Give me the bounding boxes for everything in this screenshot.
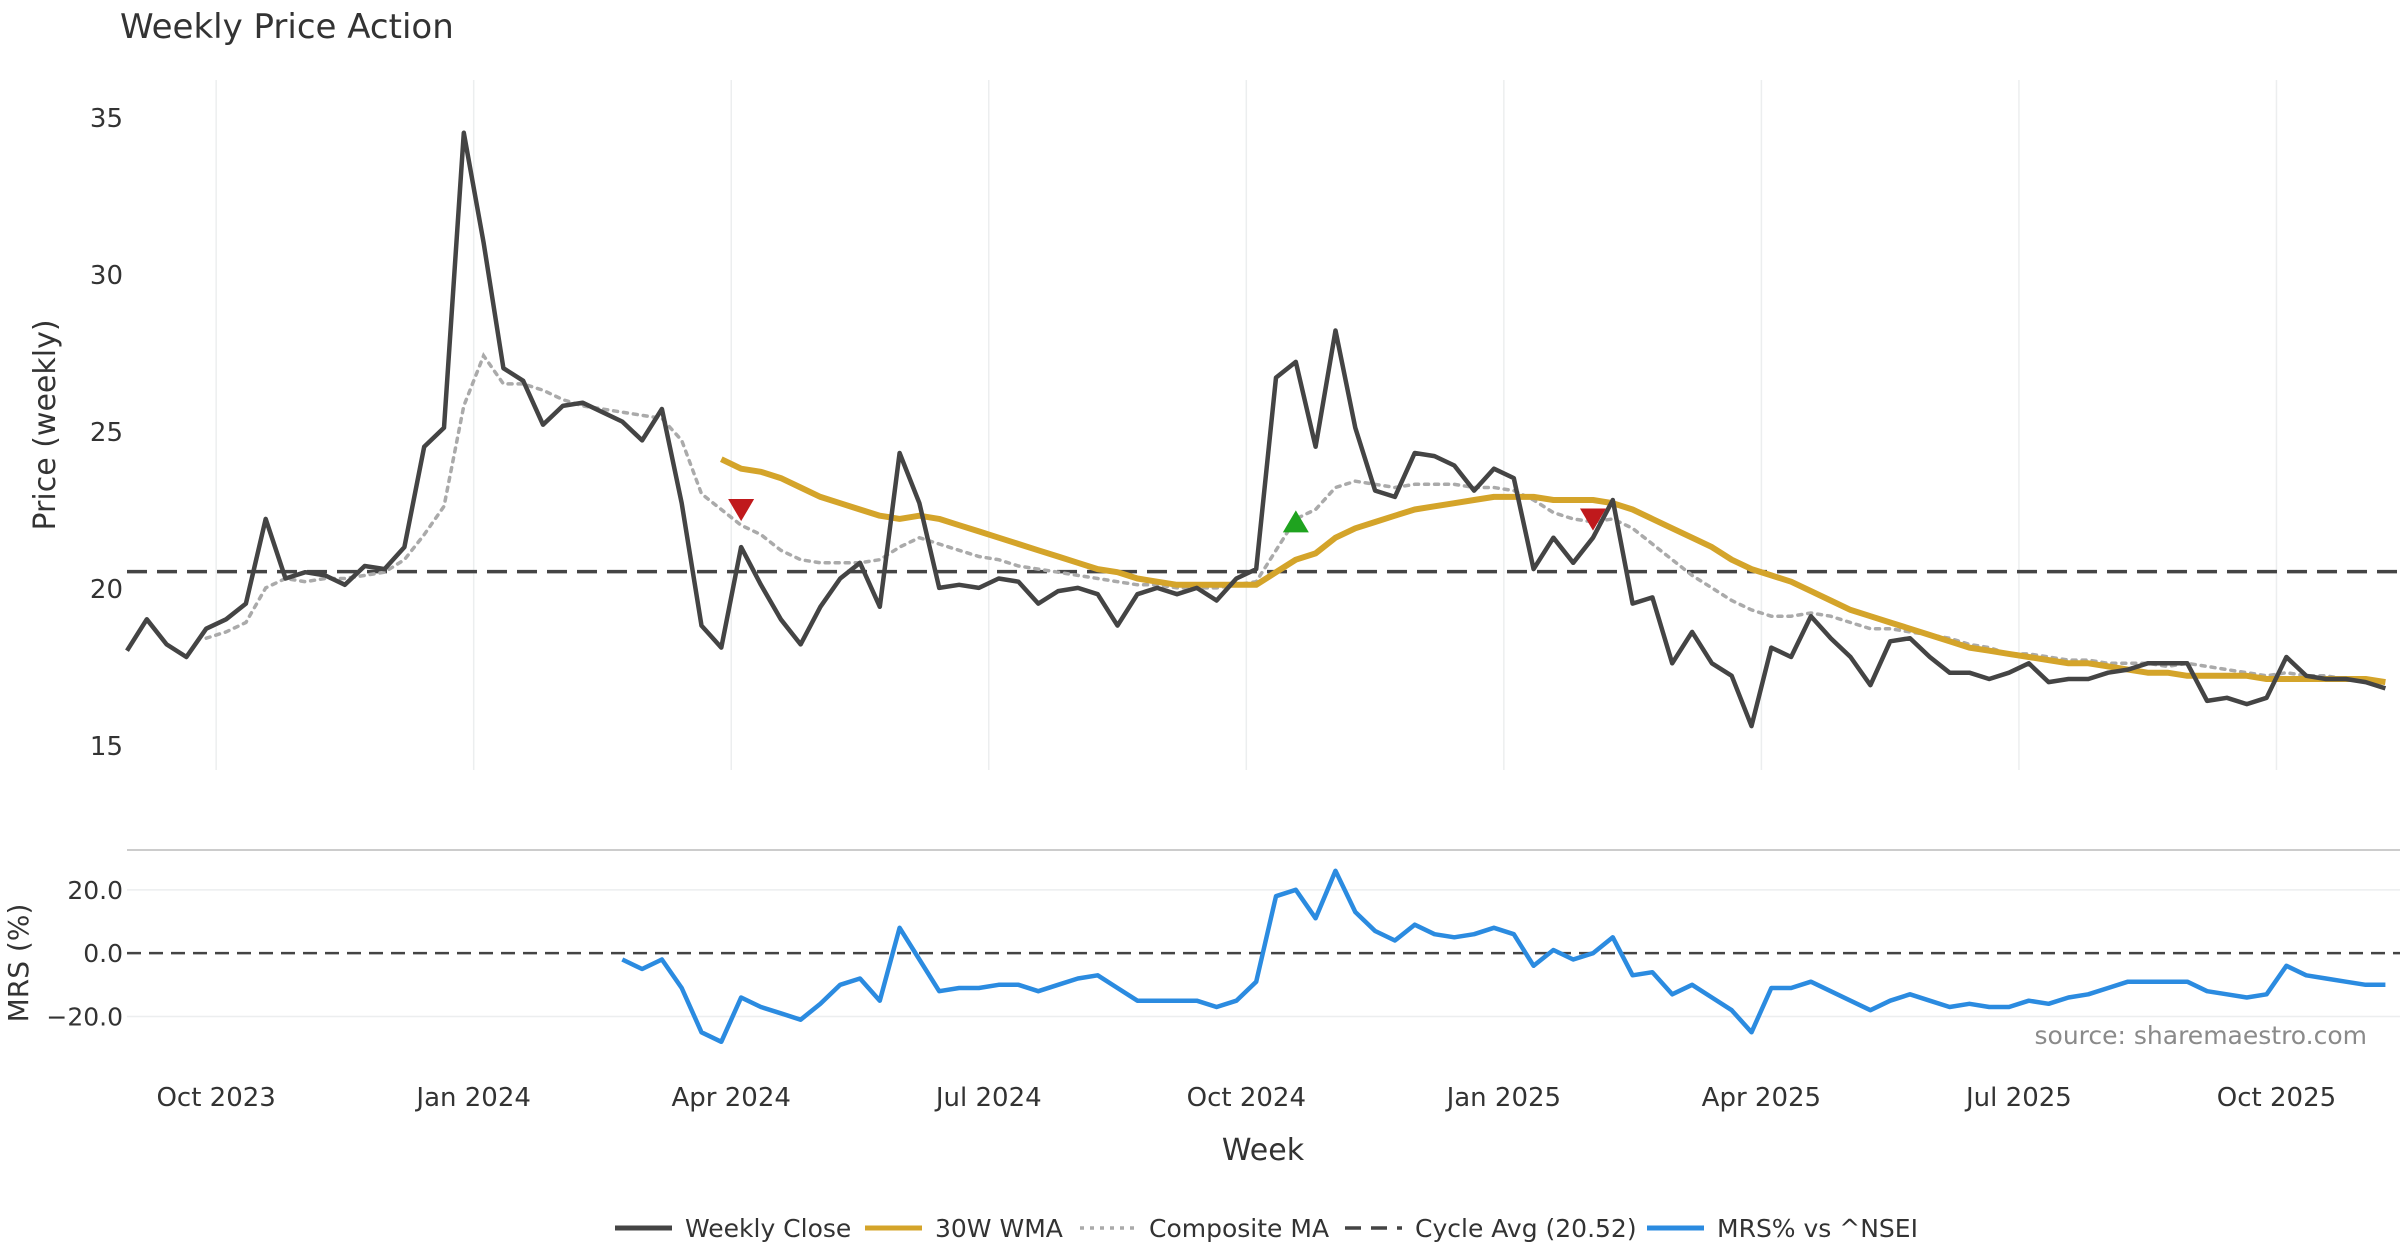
source-annotation: source: sharemaestro.com [2035,1021,2368,1050]
bottom-panel-y-axis-label: MRS (%) [2,904,35,1023]
bottom-y-tick-label: −20.0 [46,1003,123,1032]
top-y-tick-label: 30 [90,261,123,291]
x-tick-label: Oct 2024 [1187,1083,1306,1113]
legend-label: Composite MA [1149,1214,1329,1243]
x-tick-label: Oct 2025 [2217,1083,2336,1113]
x-tick-label: Jan 2025 [1445,1083,1562,1113]
legend: Weekly Close 30W WMA Composite MA Cycle Avg… [615,1214,1918,1243]
top-panel-y-axis-label: Price (weekly) [28,319,63,530]
top-y-tick-label: 25 [90,418,123,448]
bottom-panel-gridlines [127,889,2400,1018]
bottom-panel-plot [127,868,2400,1045]
series-30w-wma-line [720,456,2386,686]
legend-label: 30W WMA [935,1214,1063,1243]
bottom-y-tick-label: 20.0 [67,876,123,905]
bottom-y-tick-label: 0.0 [83,939,123,968]
top-y-tick-label: 20 [90,575,123,605]
legend-label: MRS% vs ^NSEI [1717,1214,1918,1243]
sell-signal-marker [1580,508,1606,531]
x-tick-label: Jul 2024 [934,1083,1042,1113]
buy-signal-marker [1282,510,1309,533]
legend-label: Cycle Avg (20.52) [1415,1214,1637,1243]
series-weekly-close-line [125,130,2387,729]
top-y-tick-label: 15 [90,732,123,762]
bottom-panel-y-ticks: −20.0 0.0 20.0 [46,876,123,1032]
sell-signal-marker [728,499,755,522]
top-panel-gridlines [215,80,2278,770]
x-axis-ticks: Oct 2023 Jan 2024 Apr 2024 Jul 2024 Oct 2024… [156,1083,2336,1113]
x-tick-label: Oct 2023 [156,1083,275,1113]
legend-label: Weekly Close [685,1214,851,1243]
x-tick-label: Apr 2025 [1702,1083,1821,1113]
x-axis-label: Week [1222,1133,1305,1168]
series-mrs-line [621,868,2386,1045]
top-panel-plot [125,130,2400,729]
chart-title: Weekly Price Action [120,7,454,47]
x-tick-label: Jul 2025 [1964,1083,2072,1113]
top-panel-y-ticks: 15 20 25 30 35 [90,104,123,762]
x-tick-label: Jan 2024 [414,1083,531,1113]
x-tick-label: Apr 2024 [672,1083,791,1113]
top-y-tick-label: 35 [90,104,123,134]
